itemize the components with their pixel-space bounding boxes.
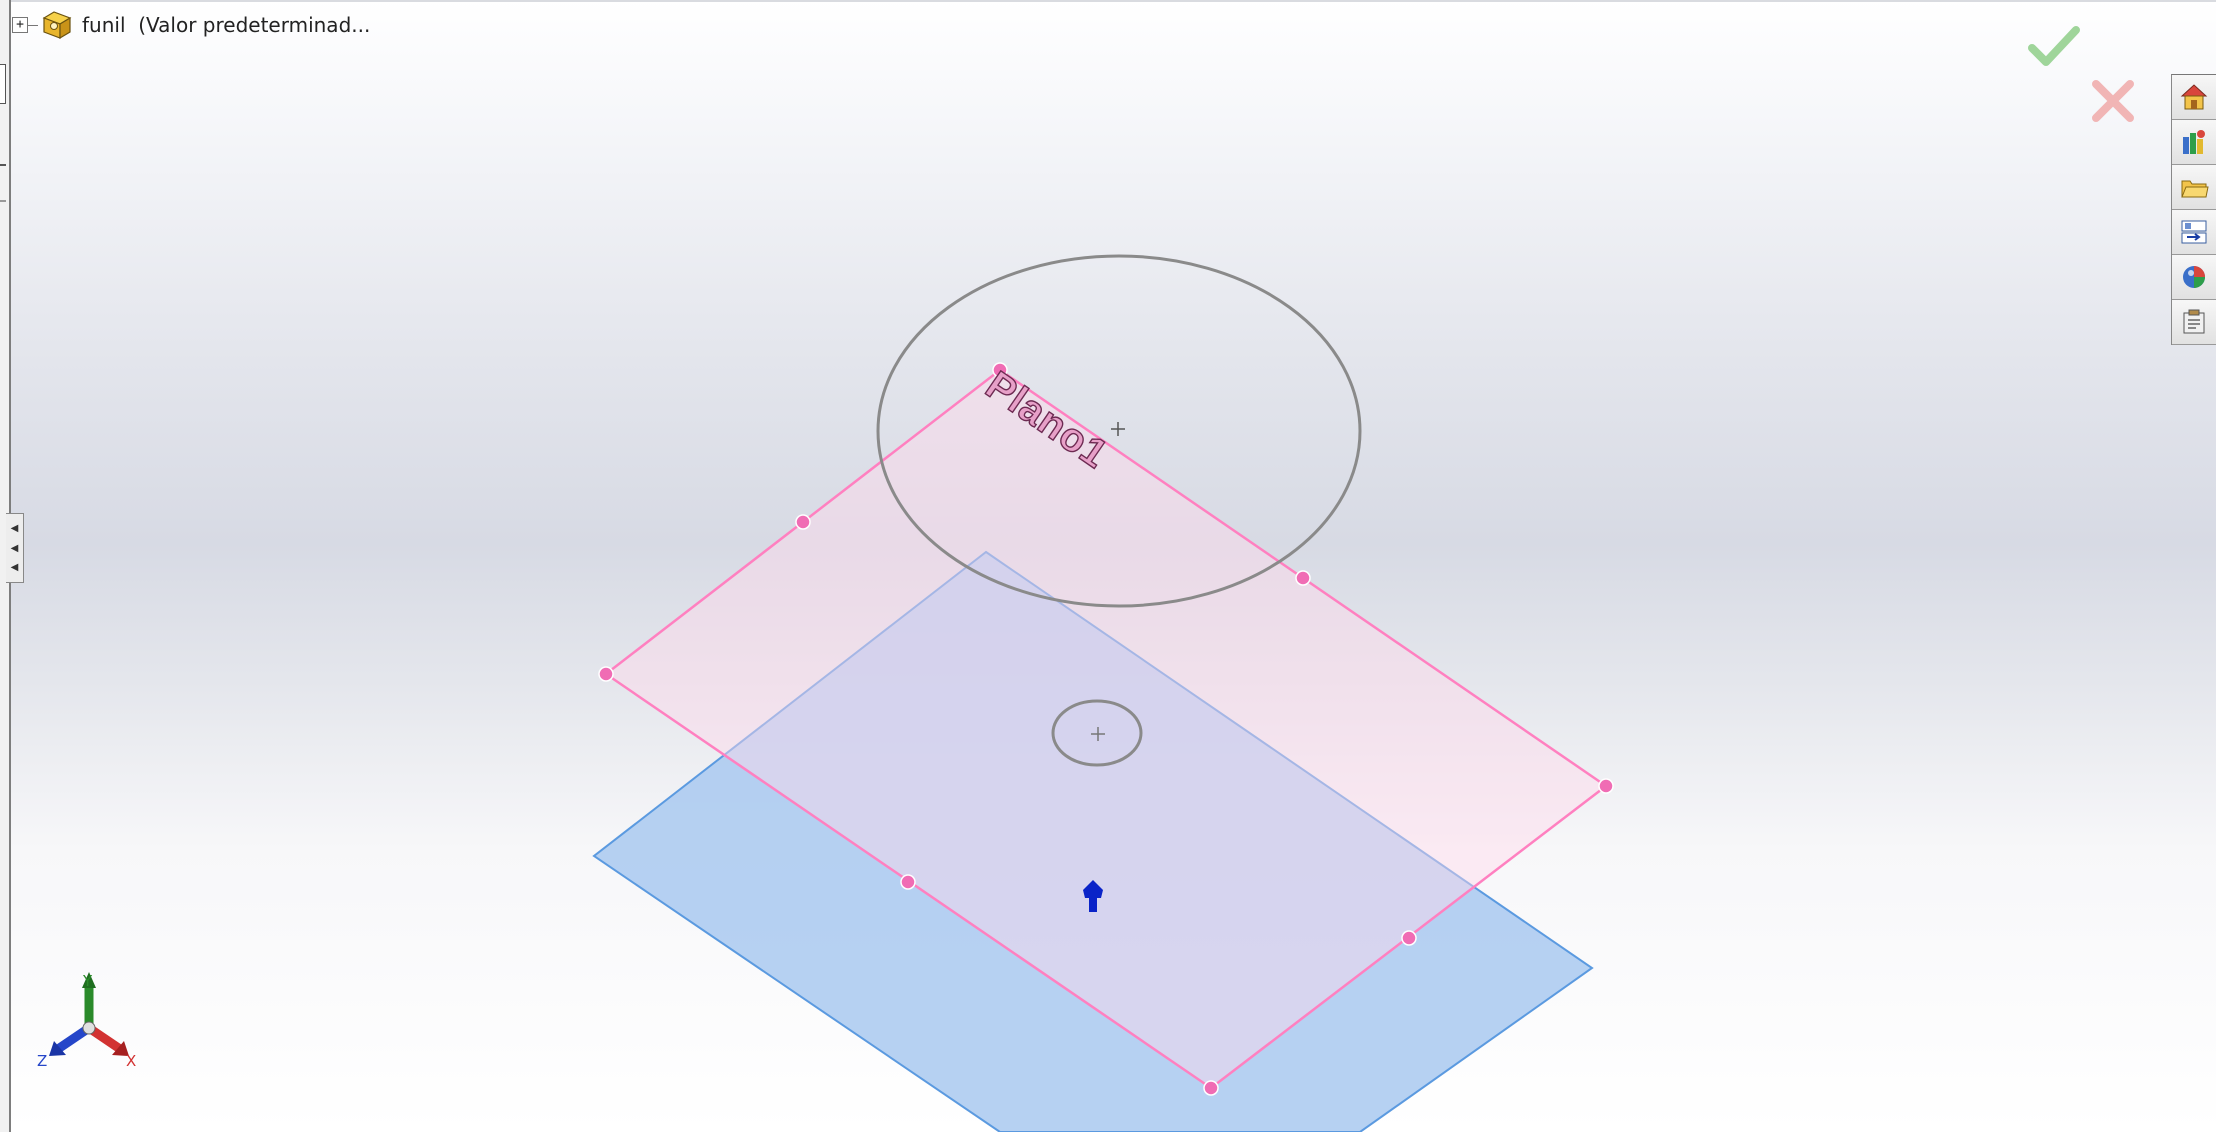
small-sketch-circle[interactable] — [1051, 699, 1143, 767]
feature-tree-root-label: funil (Valor predeterminad... — [82, 13, 370, 37]
check-icon — [2028, 26, 2080, 66]
chevron-left-icon: ◀ — [10, 562, 19, 574]
expand-toggle[interactable]: + — [12, 17, 28, 33]
panel-edge-mark — [0, 164, 6, 166]
panel-edge-control[interactable] — [0, 64, 6, 104]
large-circle-center — [1111, 422, 1125, 436]
toolbar-strip — [0, 0, 2216, 2]
handle-top-corner — [992, 362, 1008, 378]
plane-handles[interactable] — [598, 362, 1614, 1096]
panel-collapse-handle[interactable]: ◀ ◀ ◀ — [6, 513, 24, 583]
handle-lower-left-edge — [900, 874, 916, 890]
small-circle-center — [1091, 727, 1105, 741]
x-icon — [2092, 80, 2134, 122]
handle-upper-right-edge — [1295, 570, 1311, 586]
handle-right-corner — [1598, 778, 1614, 794]
task-pane-tabs — [2171, 74, 2216, 345]
appearances-icon — [2183, 266, 2205, 288]
file-explorer-icon — [2181, 180, 2209, 198]
origin-marker-icon — [1083, 880, 1103, 912]
design-library-icon — [2183, 130, 2205, 154]
cancel-button[interactable] — [2088, 78, 2138, 126]
ok-button[interactable] — [2026, 20, 2082, 70]
configuration-name: (Valor predeterminad... — [138, 13, 371, 37]
triad: Y Z X — [37, 972, 136, 1070]
home-icon — [2180, 84, 2208, 110]
handle-bottom-corner — [1203, 1080, 1219, 1096]
panel-edge-mark — [0, 200, 6, 202]
large-sketch-circle[interactable] — [876, 254, 1362, 608]
triad-z-label: Z — [37, 1052, 47, 1070]
handle-upper-left-edge — [795, 514, 811, 530]
part-icon — [42, 11, 72, 40]
triad-x-label: X — [126, 1052, 136, 1070]
appearances-tab[interactable] — [2172, 255, 2216, 300]
custom-properties-tab[interactable] — [2172, 300, 2216, 345]
file-explorer-tab[interactable] — [2172, 165, 2216, 210]
chevron-left-icon: ◀ — [10, 542, 19, 554]
chevron-left-icon: ◀ — [10, 522, 19, 534]
tree-connector — [28, 24, 38, 26]
handle-lower-right-edge — [1401, 930, 1417, 946]
part-name: funil — [82, 13, 126, 37]
view-palette-tab[interactable] — [2172, 210, 2216, 255]
view-palette-icon — [2181, 220, 2207, 244]
home-tab[interactable] — [2172, 75, 2216, 120]
feature-tree-root[interactable]: + funil (Valor predeterminad... — [12, 8, 370, 42]
handle-left-corner — [598, 666, 614, 682]
custom-properties-icon — [2183, 309, 2205, 334]
design-library-tab[interactable] — [2172, 120, 2216, 165]
triad-y-label: Y — [82, 972, 93, 990]
